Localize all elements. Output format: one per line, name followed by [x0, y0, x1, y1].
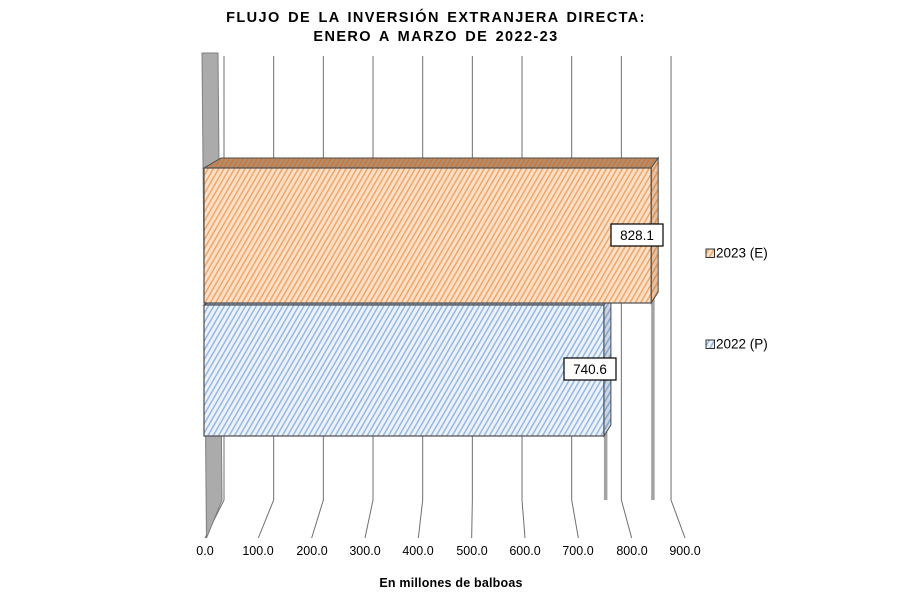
legend-label-2023: 2023 (E) [716, 246, 768, 261]
legend-markers-layer [705, 248, 715, 349]
tick-label-300: 300.0 [349, 544, 380, 558]
value-label-2022: 740.6 [563, 357, 617, 381]
bar-shadow-0 [651, 168, 655, 500]
bar-front-face-1 [203, 304, 605, 437]
bar-front-face-0 [203, 167, 652, 304]
bar-series-0 [202, 156, 660, 500]
legend-label-2022: 2022 (P) [716, 337, 768, 352]
x-axis-title: En millones de balboas [379, 576, 522, 590]
tick-label-100: 100.0 [242, 544, 273, 558]
bar-top-face-0 [202, 157, 660, 169]
tick-label-400: 400.0 [402, 544, 433, 558]
x-axis-tick-labels: 0.0 100.0 200.0 300.0 400.0 500.0 600.0 … [196, 544, 700, 558]
chart-title: FLUJO DE LA INVERSIÓN EXTRANJERA DIRECTA… [226, 8, 646, 45]
value-label-text-2022: 740.6 [573, 362, 607, 377]
tick-label-200: 200.0 [296, 544, 327, 558]
chart-title-line-1: FLUJO DE LA INVERSIÓN EXTRANJERA DIRECTA… [226, 8, 646, 26]
bar-series-1 [202, 293, 612, 500]
tick-label-900: 900.0 [669, 544, 700, 558]
value-label-text-2023: 828.1 [620, 228, 654, 243]
legend: 2023 (E) 2022 (P) [716, 246, 768, 352]
chart-title-line-2: ENERO A MARZO DE 2022-23 [313, 29, 558, 45]
value-label-box-2023 [610, 223, 664, 247]
legend-marker-1 [705, 339, 715, 349]
tick-label-500: 500.0 [456, 544, 487, 558]
value-label-box-2022 [563, 357, 617, 381]
tick-label-600: 600.0 [509, 544, 540, 558]
value-label-2023: 828.1 [610, 223, 664, 247]
legend-marker-0 [705, 248, 715, 258]
tick-label-700: 700.0 [562, 544, 593, 558]
tick-label-800: 800.0 [616, 544, 647, 558]
tick-label-0: 0.0 [196, 544, 213, 558]
gridline-900.0 [670, 56, 686, 539]
bars-layer [202, 156, 660, 500]
